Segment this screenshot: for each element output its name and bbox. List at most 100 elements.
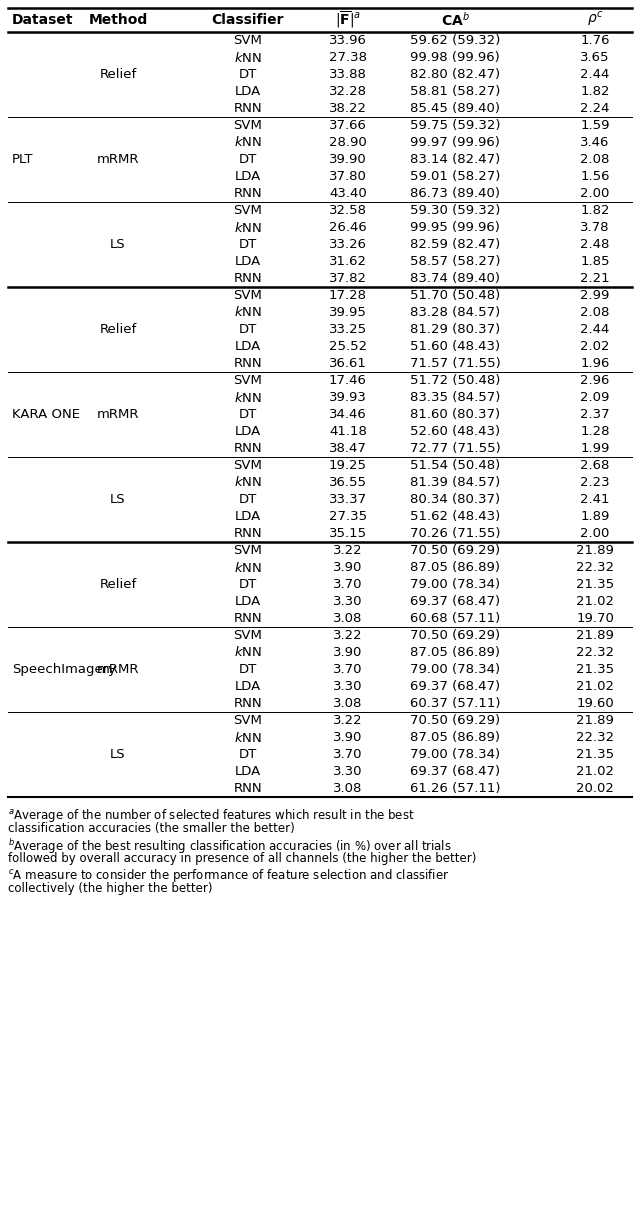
Text: 87.05 (86.89): 87.05 (86.89) bbox=[410, 561, 500, 574]
Text: 41.18: 41.18 bbox=[329, 425, 367, 439]
Text: RNN: RNN bbox=[234, 697, 262, 710]
Text: 2.68: 2.68 bbox=[580, 459, 610, 472]
Text: 3.30: 3.30 bbox=[333, 765, 363, 778]
Text: 59.62 (59.32): 59.62 (59.32) bbox=[410, 34, 500, 47]
Text: 37.80: 37.80 bbox=[329, 170, 367, 182]
Text: $^{b}$Average of the best resulting classification accuracies (in %) over all tr: $^{b}$Average of the best resulting clas… bbox=[8, 837, 452, 856]
Text: $k$NN: $k$NN bbox=[234, 135, 262, 150]
Text: 22.32: 22.32 bbox=[576, 731, 614, 744]
Text: SVM: SVM bbox=[234, 120, 262, 132]
Text: 21.02: 21.02 bbox=[576, 680, 614, 693]
Text: $k$NN: $k$NN bbox=[234, 221, 262, 234]
Text: 1.76: 1.76 bbox=[580, 34, 610, 47]
Text: 59.01 (58.27): 59.01 (58.27) bbox=[410, 170, 500, 182]
Text: 2.00: 2.00 bbox=[580, 187, 610, 201]
Text: 2.23: 2.23 bbox=[580, 476, 610, 489]
Text: 43.40: 43.40 bbox=[329, 187, 367, 201]
Text: 81.39 (84.57): 81.39 (84.57) bbox=[410, 476, 500, 489]
Text: 2.41: 2.41 bbox=[580, 493, 610, 506]
Text: 2.00: 2.00 bbox=[580, 527, 610, 540]
Text: 3.78: 3.78 bbox=[580, 221, 610, 234]
Text: 85.45 (89.40): 85.45 (89.40) bbox=[410, 101, 500, 115]
Text: Classifier: Classifier bbox=[212, 13, 284, 27]
Text: 21.35: 21.35 bbox=[576, 663, 614, 676]
Text: 81.60 (80.37): 81.60 (80.37) bbox=[410, 408, 500, 422]
Text: 1.96: 1.96 bbox=[580, 358, 610, 370]
Text: 2.96: 2.96 bbox=[580, 374, 610, 387]
Text: 1.99: 1.99 bbox=[580, 442, 610, 455]
Text: RNN: RNN bbox=[234, 272, 262, 285]
Text: 33.25: 33.25 bbox=[329, 323, 367, 336]
Text: DT: DT bbox=[239, 323, 257, 336]
Text: 61.26 (57.11): 61.26 (57.11) bbox=[410, 782, 500, 795]
Text: 51.54 (50.48): 51.54 (50.48) bbox=[410, 459, 500, 472]
Text: RNN: RNN bbox=[234, 101, 262, 115]
Text: 1.89: 1.89 bbox=[580, 510, 610, 523]
Text: 51.60 (48.43): 51.60 (48.43) bbox=[410, 339, 500, 353]
Text: 70.26 (71.55): 70.26 (71.55) bbox=[410, 527, 500, 540]
Text: 87.05 (86.89): 87.05 (86.89) bbox=[410, 646, 500, 660]
Text: 2.48: 2.48 bbox=[580, 238, 610, 251]
Text: RNN: RNN bbox=[234, 782, 262, 795]
Text: 58.57 (58.27): 58.57 (58.27) bbox=[410, 255, 500, 268]
Text: 36.61: 36.61 bbox=[329, 358, 367, 370]
Text: 70.50 (69.29): 70.50 (69.29) bbox=[410, 544, 500, 557]
Text: 52.60 (48.43): 52.60 (48.43) bbox=[410, 425, 500, 439]
Text: $k$NN: $k$NN bbox=[234, 51, 262, 64]
Text: $k$NN: $k$NN bbox=[234, 561, 262, 575]
Text: 36.55: 36.55 bbox=[329, 476, 367, 489]
Text: 3.70: 3.70 bbox=[333, 577, 363, 591]
Text: mRMR: mRMR bbox=[97, 153, 140, 165]
Text: 3.22: 3.22 bbox=[333, 544, 363, 557]
Text: RNN: RNN bbox=[234, 187, 262, 201]
Text: 21.89: 21.89 bbox=[576, 714, 614, 727]
Text: 26.46: 26.46 bbox=[329, 221, 367, 234]
Text: LS: LS bbox=[110, 748, 126, 761]
Text: $^{a}$Average of the number of selected features which result in the best: $^{a}$Average of the number of selected … bbox=[8, 807, 415, 824]
Text: 21.89: 21.89 bbox=[576, 544, 614, 557]
Text: 37.66: 37.66 bbox=[329, 120, 367, 132]
Text: 3.08: 3.08 bbox=[333, 782, 363, 795]
Text: classification accuracies (the smaller the better): classification accuracies (the smaller t… bbox=[8, 821, 295, 835]
Text: mRMR: mRMR bbox=[97, 408, 140, 422]
Text: 2.44: 2.44 bbox=[580, 323, 610, 336]
Text: 60.68 (57.11): 60.68 (57.11) bbox=[410, 612, 500, 625]
Text: LDA: LDA bbox=[235, 765, 261, 778]
Text: 2.99: 2.99 bbox=[580, 289, 610, 302]
Text: 69.37 (68.47): 69.37 (68.47) bbox=[410, 596, 500, 608]
Text: 21.02: 21.02 bbox=[576, 596, 614, 608]
Text: 22.32: 22.32 bbox=[576, 561, 614, 574]
Text: SVM: SVM bbox=[234, 204, 262, 217]
Text: $\rho^{c}$: $\rho^{c}$ bbox=[587, 11, 604, 29]
Text: 86.73 (89.40): 86.73 (89.40) bbox=[410, 187, 500, 201]
Text: SVM: SVM bbox=[234, 459, 262, 472]
Text: 38.22: 38.22 bbox=[329, 101, 367, 115]
Text: DT: DT bbox=[239, 153, 257, 165]
Text: 21.89: 21.89 bbox=[576, 629, 614, 641]
Text: 83.14 (82.47): 83.14 (82.47) bbox=[410, 153, 500, 165]
Text: 99.97 (99.96): 99.97 (99.96) bbox=[410, 137, 500, 149]
Text: 69.37 (68.47): 69.37 (68.47) bbox=[410, 765, 500, 778]
Text: 3.90: 3.90 bbox=[333, 646, 363, 660]
Text: 19.25: 19.25 bbox=[329, 459, 367, 472]
Text: 3.90: 3.90 bbox=[333, 731, 363, 744]
Text: $k$NN: $k$NN bbox=[234, 476, 262, 489]
Text: LDA: LDA bbox=[235, 425, 261, 439]
Text: 3.30: 3.30 bbox=[333, 680, 363, 693]
Text: DT: DT bbox=[239, 748, 257, 761]
Text: LS: LS bbox=[110, 238, 126, 251]
Text: 59.30 (59.32): 59.30 (59.32) bbox=[410, 204, 500, 217]
Text: 83.28 (84.57): 83.28 (84.57) bbox=[410, 306, 500, 319]
Text: $k$NN: $k$NN bbox=[234, 390, 262, 405]
Text: $\mathbf{CA}^{b}$: $\mathbf{CA}^{b}$ bbox=[440, 11, 469, 29]
Text: 3.65: 3.65 bbox=[580, 51, 610, 64]
Text: 35.15: 35.15 bbox=[329, 527, 367, 540]
Text: 33.26: 33.26 bbox=[329, 238, 367, 251]
Text: 25.52: 25.52 bbox=[329, 339, 367, 353]
Text: DT: DT bbox=[239, 238, 257, 251]
Text: 39.95: 39.95 bbox=[329, 306, 367, 319]
Text: $^{c}$A measure to consider the performance of feature selection and classifier: $^{c}$A measure to consider the performa… bbox=[8, 867, 449, 884]
Text: 3.08: 3.08 bbox=[333, 697, 363, 710]
Text: KARA ONE: KARA ONE bbox=[12, 408, 80, 422]
Text: 59.75 (59.32): 59.75 (59.32) bbox=[410, 120, 500, 132]
